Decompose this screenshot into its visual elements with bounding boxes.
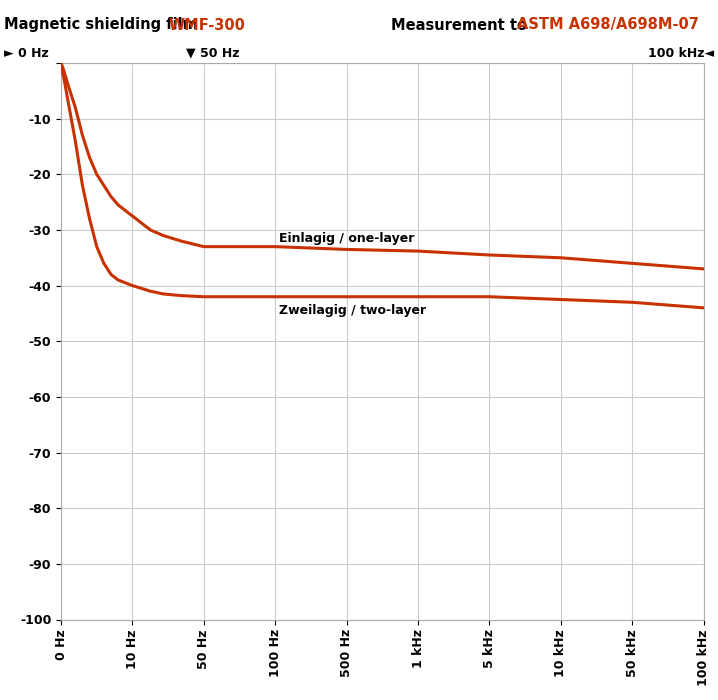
Text: ASTM A698/A698M-07: ASTM A698/A698M-07: [517, 18, 699, 32]
Text: Zweilagig / two-layer: Zweilagig / two-layer: [279, 304, 426, 317]
Text: Measurement to: Measurement to: [391, 18, 533, 32]
Text: Magnetic shielding film: Magnetic shielding film: [4, 18, 202, 32]
Text: ► 0 Hz: ► 0 Hz: [4, 47, 48, 60]
Text: ▼ 50 Hz: ▼ 50 Hz: [186, 47, 239, 60]
Text: Einlagig / one-layer: Einlagig / one-layer: [279, 232, 415, 245]
Text: WMF-300: WMF-300: [169, 18, 246, 32]
Text: 100 kHz◄: 100 kHz◄: [648, 47, 714, 60]
